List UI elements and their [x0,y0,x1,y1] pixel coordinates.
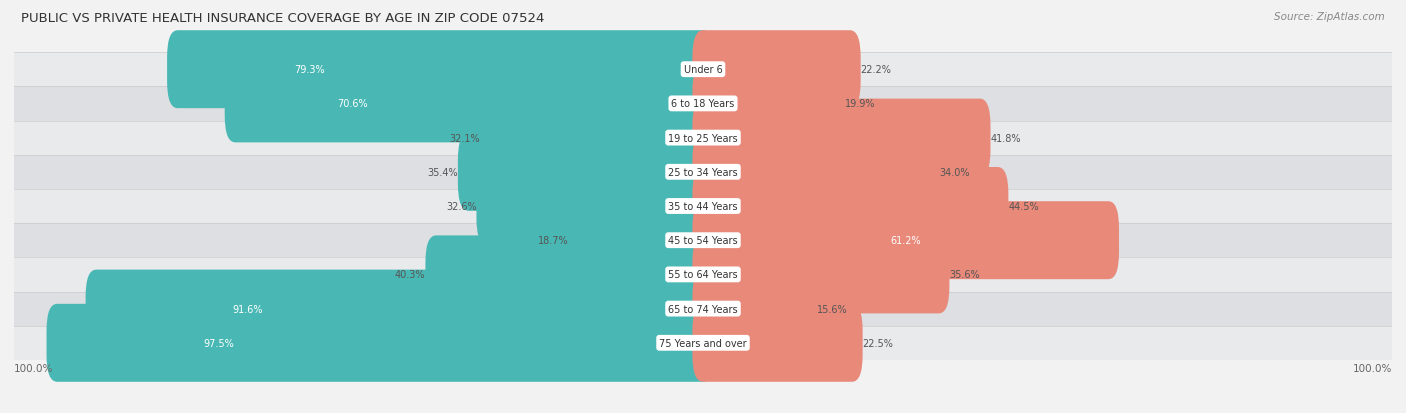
Text: 19.9%: 19.9% [845,99,876,109]
FancyBboxPatch shape [86,270,714,348]
Text: Source: ZipAtlas.com: Source: ZipAtlas.com [1274,12,1385,22]
Text: 91.6%: 91.6% [232,304,263,314]
FancyBboxPatch shape [14,87,1392,121]
Text: 61.2%: 61.2% [890,236,921,246]
FancyBboxPatch shape [692,304,863,382]
Text: 22.2%: 22.2% [860,65,891,75]
Text: 15.6%: 15.6% [817,304,848,314]
Text: 55 to 64 Years: 55 to 64 Years [668,270,738,280]
Text: 34.0%: 34.0% [939,167,969,177]
FancyBboxPatch shape [692,100,990,177]
FancyBboxPatch shape [692,236,949,313]
FancyBboxPatch shape [14,121,1392,155]
Text: 100.0%: 100.0% [1353,363,1392,373]
Text: 32.1%: 32.1% [449,133,479,143]
FancyBboxPatch shape [14,326,1392,360]
Text: 41.8%: 41.8% [990,133,1021,143]
Text: 19 to 25 Years: 19 to 25 Years [668,133,738,143]
FancyBboxPatch shape [14,190,1392,223]
FancyBboxPatch shape [14,223,1392,258]
Text: PUBLIC VS PRIVATE HEALTH INSURANCE COVERAGE BY AGE IN ZIP CODE 07524: PUBLIC VS PRIVATE HEALTH INSURANCE COVER… [21,12,544,25]
FancyBboxPatch shape [458,133,714,211]
Text: 45 to 54 Years: 45 to 54 Years [668,236,738,246]
FancyBboxPatch shape [14,292,1392,326]
FancyBboxPatch shape [568,202,714,280]
FancyBboxPatch shape [14,155,1392,190]
FancyBboxPatch shape [692,270,817,348]
FancyBboxPatch shape [167,31,714,109]
FancyBboxPatch shape [692,65,845,143]
FancyBboxPatch shape [479,100,714,177]
FancyBboxPatch shape [477,168,714,245]
Text: 44.5%: 44.5% [1008,202,1039,211]
FancyBboxPatch shape [692,133,939,211]
FancyBboxPatch shape [692,168,1008,245]
Text: 25 to 34 Years: 25 to 34 Years [668,167,738,177]
FancyBboxPatch shape [692,202,1119,280]
Text: 75 Years and over: 75 Years and over [659,338,747,348]
FancyBboxPatch shape [692,31,860,109]
Text: 65 to 74 Years: 65 to 74 Years [668,304,738,314]
Text: 70.6%: 70.6% [337,99,367,109]
Text: 35 to 44 Years: 35 to 44 Years [668,202,738,211]
Text: 100.0%: 100.0% [14,363,53,373]
FancyBboxPatch shape [426,236,714,313]
Text: 32.6%: 32.6% [446,202,477,211]
FancyBboxPatch shape [46,304,714,382]
Text: Under 6: Under 6 [683,65,723,75]
Text: 6 to 18 Years: 6 to 18 Years [672,99,734,109]
Text: 22.5%: 22.5% [863,338,894,348]
Text: 18.7%: 18.7% [538,236,568,246]
Text: 79.3%: 79.3% [294,65,325,75]
Text: 97.5%: 97.5% [204,338,233,348]
Text: 40.3%: 40.3% [395,270,426,280]
Text: 35.4%: 35.4% [427,167,458,177]
FancyBboxPatch shape [14,258,1392,292]
Text: 35.6%: 35.6% [949,270,980,280]
FancyBboxPatch shape [14,53,1392,87]
FancyBboxPatch shape [225,65,714,143]
